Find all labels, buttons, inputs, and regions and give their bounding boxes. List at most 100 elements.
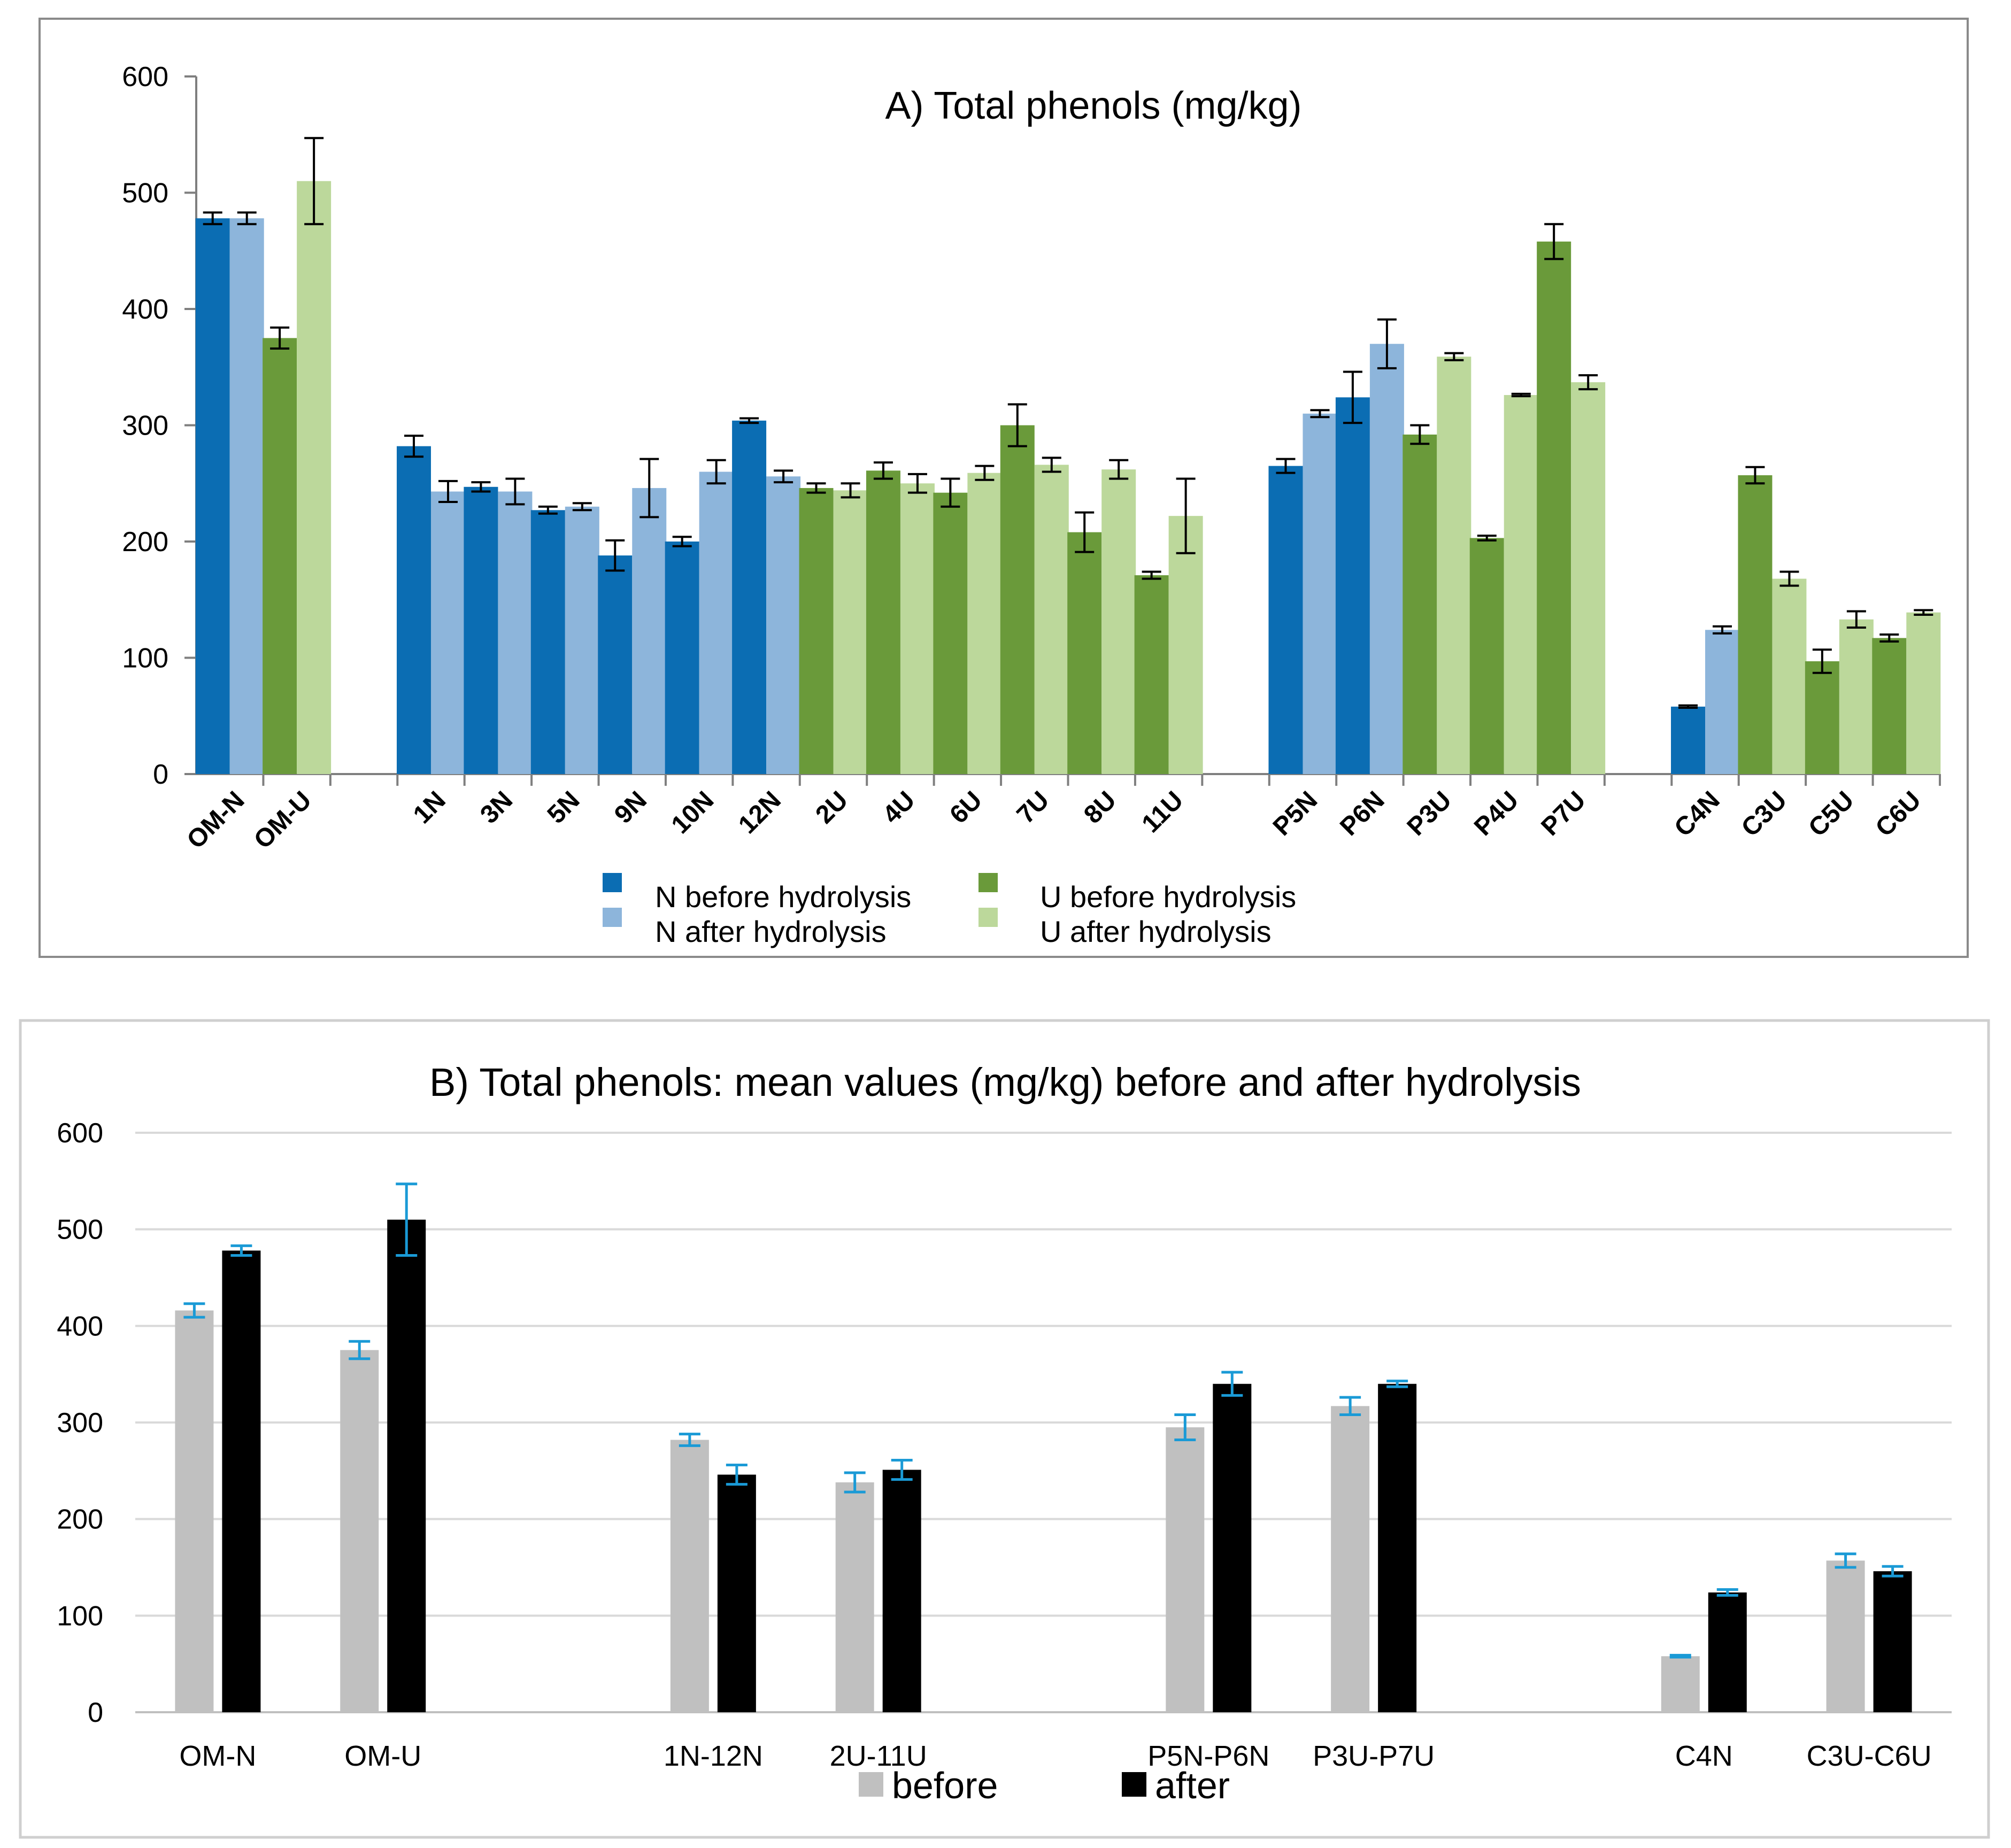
a-errorbar-2u-after bbox=[841, 482, 860, 499]
panel-b-gridlines bbox=[135, 1132, 1952, 1617]
a-bar-8u-after bbox=[1101, 469, 1136, 774]
a-errorbar-5n-after bbox=[572, 502, 592, 512]
a-errorbar-c6u-before bbox=[1879, 633, 1899, 643]
a-bar-7u-after bbox=[1034, 465, 1069, 774]
a-errorbar-om-u-after bbox=[304, 137, 324, 226]
a-y-tick-label: 600 bbox=[122, 61, 168, 92]
panel-a-bars bbox=[195, 181, 1941, 775]
b-errorbar-om-u-after bbox=[396, 1182, 418, 1257]
b-errorbar-c3u-c6u-before bbox=[1835, 1552, 1856, 1569]
a-bar-p4u-after bbox=[1504, 395, 1538, 774]
legend-swatch-before bbox=[859, 1772, 883, 1797]
b-x-tick-label-p5n-p6n: P5N-P6N bbox=[1147, 1740, 1269, 1772]
a-bar-7u-before bbox=[1000, 425, 1035, 774]
b-errorbar-p5n-p6n-after bbox=[1221, 1371, 1243, 1397]
a-errorbar-7u-after bbox=[1042, 457, 1061, 473]
a-errorbar-om-n-before bbox=[203, 211, 222, 226]
panel-a-error-bars bbox=[203, 137, 1933, 709]
a-errorbar-c3u-after bbox=[1779, 570, 1799, 587]
b-bar-c4n-after bbox=[1708, 1592, 1747, 1712]
b-bar-p5n-p6n-after bbox=[1213, 1383, 1252, 1712]
b-errorbar-p5n-p6n-before bbox=[1174, 1413, 1196, 1442]
b-y-tick-label: 100 bbox=[57, 1600, 103, 1632]
a-bar-om-u-after bbox=[297, 181, 332, 774]
b-bar-om-u-before bbox=[340, 1350, 379, 1712]
b-bar-om-n-after bbox=[222, 1250, 261, 1712]
a-bar-p3u-before bbox=[1403, 434, 1437, 774]
a-errorbar-p7u-before bbox=[1544, 223, 1564, 260]
b-errorbar-p3u-p7u-before bbox=[1339, 1396, 1361, 1417]
a-y-tick-label: 400 bbox=[122, 294, 168, 325]
a-bar-c3u-after bbox=[1772, 578, 1807, 774]
b-x-tick-label-om-n: OM-N bbox=[179, 1740, 256, 1772]
a-y-tick-label: 200 bbox=[122, 527, 168, 558]
b-bar-2u-11u-after bbox=[882, 1470, 921, 1712]
b-bar-om-n-before bbox=[175, 1310, 214, 1712]
a-errorbar-6u-after bbox=[975, 465, 995, 481]
a-bar-1n-before bbox=[396, 446, 431, 774]
b-x-tick-label-2u-11u: 2U-11U bbox=[830, 1740, 927, 1772]
a-errorbar-5n-before bbox=[538, 505, 558, 515]
a-y-tick-label: 0 bbox=[153, 759, 168, 790]
b-errorbar-1n-12n-after bbox=[726, 1463, 748, 1486]
b-y-tick-label: 0 bbox=[88, 1697, 103, 1728]
a-errorbar-p3u-after bbox=[1444, 352, 1464, 361]
a-bar-c6u-before bbox=[1872, 638, 1907, 774]
legend-label-u-after: U after hydrolysis bbox=[1040, 915, 1272, 948]
b-bar-2u-11u-before bbox=[835, 1482, 874, 1712]
a-bar-om-u-before bbox=[263, 338, 297, 774]
a-errorbar-p3u-before bbox=[1410, 424, 1430, 445]
b-bar-c3u-c6u-before bbox=[1826, 1560, 1865, 1712]
a-errorbar-p5n-after bbox=[1310, 409, 1330, 419]
a-errorbar-3n-after bbox=[505, 477, 525, 506]
a-bar-4u-before bbox=[866, 470, 900, 774]
b-x-tick-label-p3u-p7u: P3U-P7U bbox=[1313, 1740, 1435, 1772]
a-errorbar-p6n-after bbox=[1377, 318, 1397, 369]
a-bar-5n-before bbox=[530, 510, 565, 774]
a-bar-6u-before bbox=[933, 492, 968, 774]
b-bar-c3u-c6u-after bbox=[1873, 1571, 1912, 1712]
b-bar-p3u-p7u-before bbox=[1331, 1406, 1370, 1712]
b-bar-om-u-after bbox=[387, 1219, 426, 1712]
a-errorbar-p6n-before bbox=[1343, 370, 1362, 424]
a-bar-11u-before bbox=[1134, 575, 1169, 774]
a-bar-c5u-after bbox=[1839, 619, 1874, 774]
a-errorbar-12n-before bbox=[739, 417, 759, 424]
a-errorbar-8u-after bbox=[1109, 459, 1129, 480]
a-bar-5n-after bbox=[565, 506, 599, 774]
b-bar-c4n-before bbox=[1661, 1656, 1700, 1712]
a-errorbar-4u-after bbox=[907, 473, 927, 494]
a-bar-10n-after bbox=[699, 471, 734, 774]
panel-b-title: B) Total phenols: mean values (mg/kg) be… bbox=[429, 1060, 1581, 1104]
a-y-tick-label: 100 bbox=[122, 643, 168, 674]
panel-b: B) Total phenols: mean values (mg/kg) be… bbox=[19, 1019, 1990, 1839]
a-errorbar-c6u-after bbox=[1914, 609, 1933, 616]
a-errorbar-c5u-after bbox=[1846, 610, 1866, 629]
a-errorbar-p5n-before bbox=[1276, 458, 1296, 474]
a-bar-c5u-before bbox=[1805, 661, 1839, 774]
a-errorbar-p4u-after bbox=[1511, 392, 1531, 398]
b-x-tick-label-c3u-c6u: C3U-C6U bbox=[1807, 1740, 1932, 1772]
panel-b-legend: before after bbox=[859, 1765, 1230, 1806]
legend-label-n-before: N before hydrolysis bbox=[655, 880, 911, 914]
b-errorbar-om-n-before bbox=[183, 1302, 205, 1319]
b-x-tick-label-1n-12n: 1N-12N bbox=[664, 1740, 763, 1772]
a-errorbar-2u-before bbox=[806, 482, 826, 494]
a-errorbar-om-u-before bbox=[270, 326, 290, 350]
b-errorbar-p3u-p7u-after bbox=[1386, 1379, 1408, 1388]
a-errorbar-1n-after bbox=[438, 480, 458, 504]
panel-b-frame bbox=[19, 1019, 1990, 1839]
b-errorbar-om-n-after bbox=[230, 1244, 252, 1257]
a-bar-9n-before bbox=[598, 555, 633, 774]
a-bar-2u-after bbox=[833, 490, 868, 774]
a-bar-p7u-after bbox=[1571, 382, 1606, 774]
a-errorbar-p7u-after bbox=[1578, 374, 1598, 391]
a-y-tick-label: 500 bbox=[122, 178, 168, 209]
a-errorbar-11u-before bbox=[1142, 570, 1161, 580]
a-errorbar-1n-before bbox=[404, 435, 423, 458]
a-errorbar-3n-before bbox=[471, 481, 491, 493]
b-y-tick-label: 200 bbox=[57, 1504, 103, 1535]
b-errorbar-c3u-c6u-after bbox=[1882, 1565, 1904, 1578]
a-bar-11u-after bbox=[1168, 516, 1203, 774]
